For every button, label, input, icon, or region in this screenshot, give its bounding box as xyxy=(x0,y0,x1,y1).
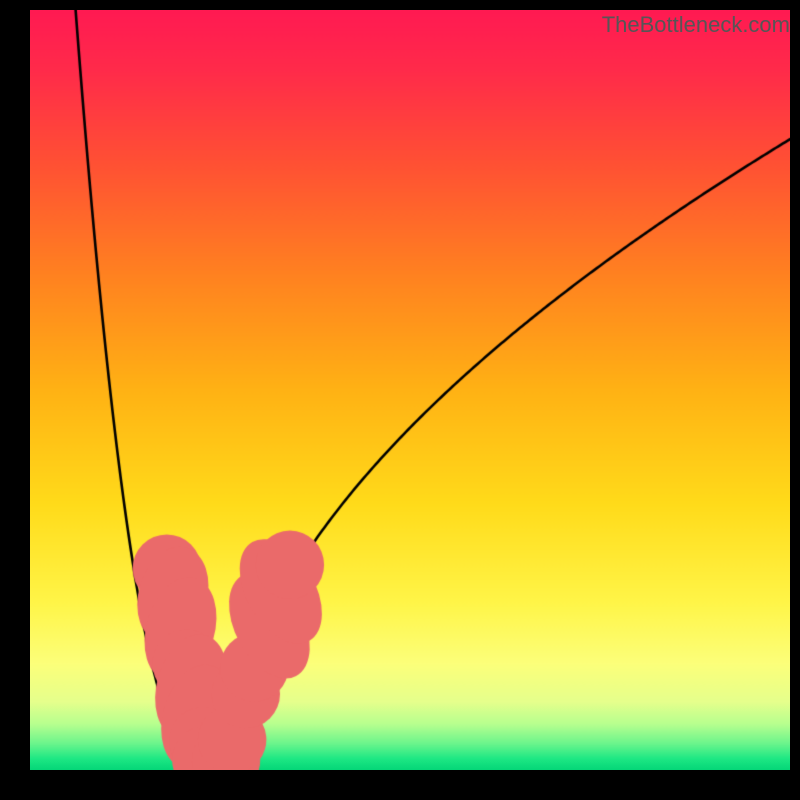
plot-area xyxy=(30,10,790,770)
marker-layer xyxy=(30,10,790,770)
figure-root: TheBottleneck.com xyxy=(0,0,800,800)
watermark-text: TheBottleneck.com xyxy=(602,12,790,38)
